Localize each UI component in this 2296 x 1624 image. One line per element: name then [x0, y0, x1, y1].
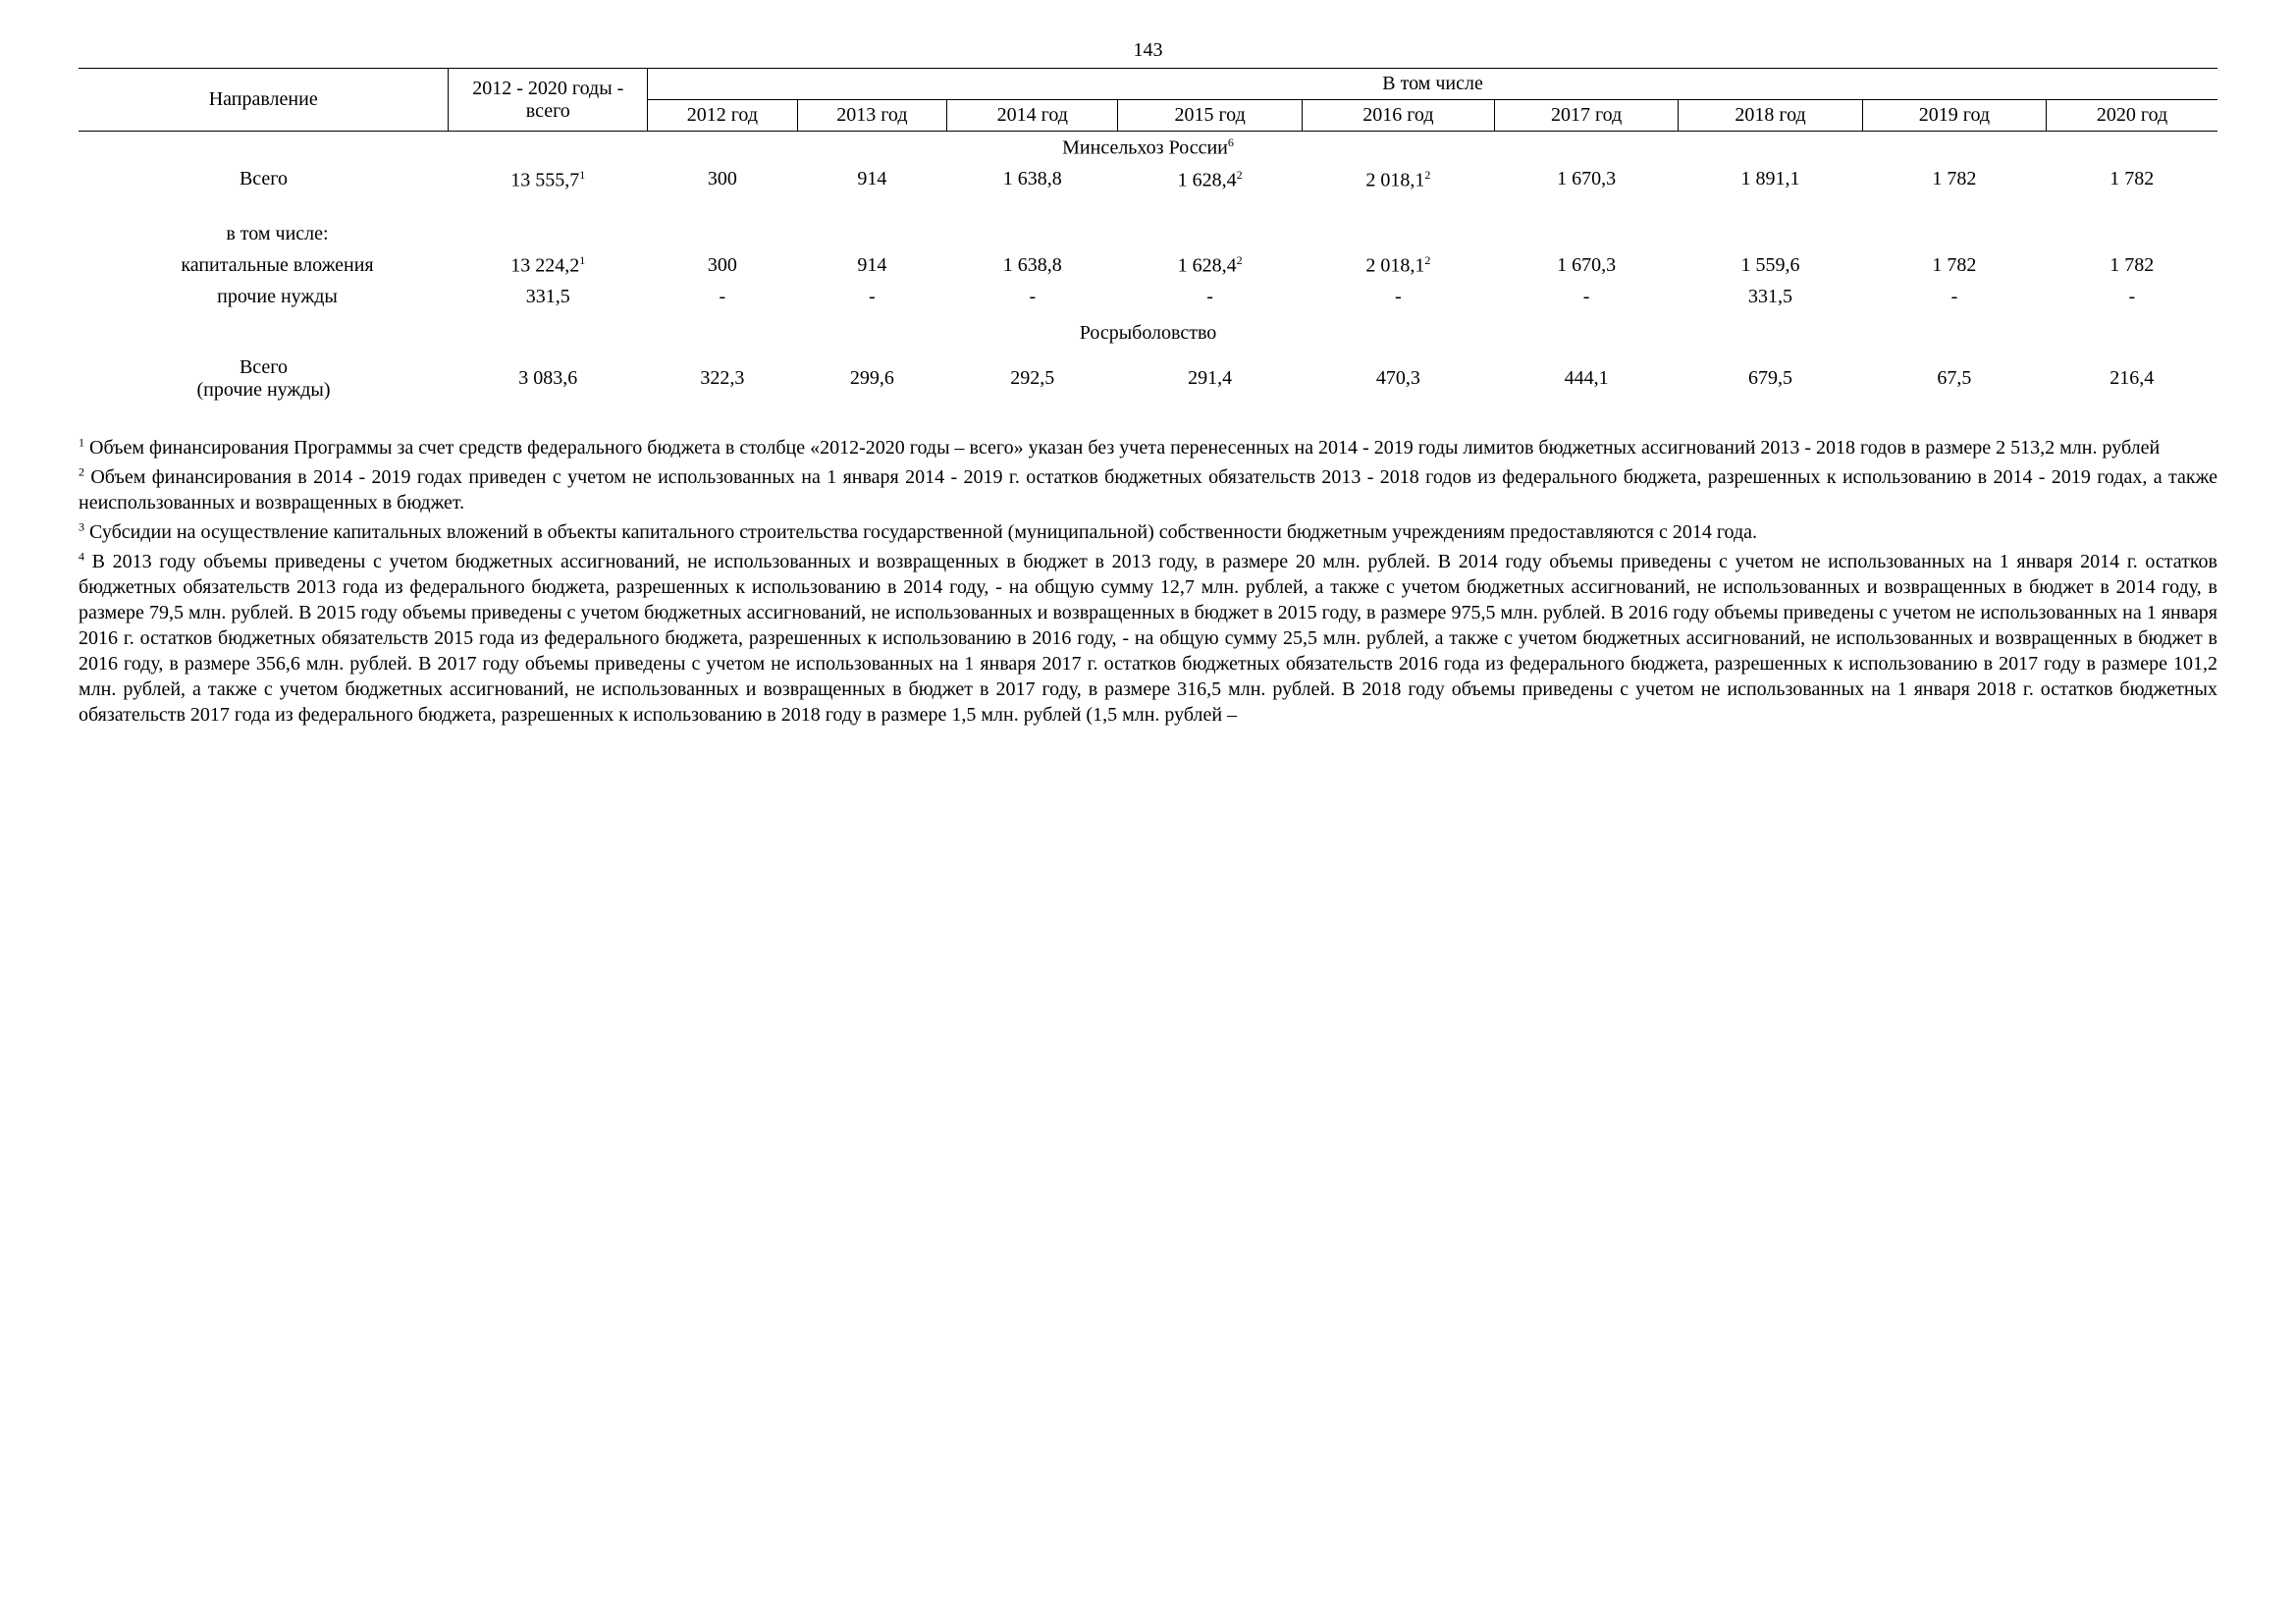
page-number: 143: [79, 39, 2217, 62]
finance-table: Направление 2012 - 2020 годы - всего В т…: [79, 68, 2217, 406]
table-cell: 2 018,12: [1302, 249, 1494, 282]
table-cell: -: [2047, 282, 2217, 312]
table-cell: 914: [797, 164, 947, 196]
table-cell: 216,4: [2047, 352, 2217, 406]
table-cell: 470,3: [1302, 352, 1494, 406]
table-cell: -: [797, 282, 947, 312]
table-cell: [2047, 219, 2217, 249]
table-row: в том числе:: [79, 219, 2217, 249]
section-title: Росрыболовство: [79, 312, 2217, 352]
table-cell: [1862, 219, 2046, 249]
table-row: прочие нужды331,5------331,5--: [79, 282, 2217, 312]
table-cell: 13 224,21: [449, 249, 648, 282]
table-cell: 300: [648, 164, 798, 196]
table-cell: -: [947, 282, 1118, 312]
table-cell: -: [648, 282, 798, 312]
table-cell: [797, 219, 947, 249]
row-label: в том числе:: [79, 219, 449, 249]
table-cell: -: [1862, 282, 2046, 312]
table-row: Всего13 555,713009141 638,81 628,422 018…: [79, 164, 2217, 196]
table-cell: [648, 219, 798, 249]
table-cell: 3 083,6: [449, 352, 648, 406]
row-label: Всего(прочие нужды): [79, 352, 449, 406]
table-cell: 914: [797, 249, 947, 282]
row-label: прочие нужды: [79, 282, 449, 312]
table-row: Всего(прочие нужды)3 083,6322,3299,6292,…: [79, 352, 2217, 406]
table-cell: 1 638,8: [947, 249, 1118, 282]
table-body: Минсельхоз России6Всего13 555,713009141 …: [79, 132, 2217, 406]
table-cell: 1 628,42: [1118, 249, 1302, 282]
table-cell: -: [1118, 282, 1302, 312]
table-cell: [1118, 219, 1302, 249]
th-year: 2019 год: [1862, 100, 2046, 132]
th-total: 2012 - 2020 годы - всего: [449, 69, 648, 132]
table-cell: 13 555,71: [449, 164, 648, 196]
th-year: 2020 год: [2047, 100, 2217, 132]
footnote: 2 Объем финансирования в 2014 - 2019 год…: [79, 464, 2217, 515]
table-cell: 1 782: [2047, 249, 2217, 282]
table-cell: 1 891,1: [1679, 164, 1862, 196]
table-cell: -: [1494, 282, 1678, 312]
table-cell: [1494, 219, 1678, 249]
table-cell: 67,5: [1862, 352, 2046, 406]
th-year: 2017 год: [1494, 100, 1678, 132]
table-cell: 331,5: [1679, 282, 1862, 312]
table-cell: 1 782: [2047, 164, 2217, 196]
table-cell: 291,4: [1118, 352, 1302, 406]
row-label: Всего: [79, 164, 449, 196]
table-cell: [1679, 219, 1862, 249]
table-cell: 679,5: [1679, 352, 1862, 406]
table-cell: 300: [648, 249, 798, 282]
table-cell: 292,5: [947, 352, 1118, 406]
th-year: 2012 год: [648, 100, 798, 132]
th-year: 2016 год: [1302, 100, 1494, 132]
table-cell: 299,6: [797, 352, 947, 406]
table-cell: 1 782: [1862, 164, 2046, 196]
table-cell: [1302, 219, 1494, 249]
table-cell: 1 670,3: [1494, 164, 1678, 196]
th-year: 2013 год: [797, 100, 947, 132]
th-year: 2018 год: [1679, 100, 1862, 132]
table-cell: 1 670,3: [1494, 249, 1678, 282]
footnote: 1 Объем финансирования Программы за счет…: [79, 435, 2217, 460]
table-cell: 1 638,8: [947, 164, 1118, 196]
table-cell: 331,5: [449, 282, 648, 312]
table-cell: 444,1: [1494, 352, 1678, 406]
table-cell: 1 782: [1862, 249, 2046, 282]
table-cell: [449, 219, 648, 249]
footnotes: 1 Объем финансирования Программы за счет…: [79, 435, 2217, 728]
table-header: Направление 2012 - 2020 годы - всего В т…: [79, 69, 2217, 132]
th-year: 2015 год: [1118, 100, 1302, 132]
th-group: В том числе: [648, 69, 2217, 100]
th-year: 2014 год: [947, 100, 1118, 132]
table-cell: 1 628,42: [1118, 164, 1302, 196]
section-title: Минсельхоз России6: [79, 132, 2217, 164]
footnote: 3 Субсидии на осуществление капитальных …: [79, 519, 2217, 545]
table-cell: 2 018,12: [1302, 164, 1494, 196]
table-row: капитальные вложения13 224,213009141 638…: [79, 249, 2217, 282]
table-cell: 322,3: [648, 352, 798, 406]
th-direction: Направление: [79, 69, 449, 132]
table-cell: -: [1302, 282, 1494, 312]
footnote: 4 В 2013 году объемы приведены с учетом …: [79, 549, 2217, 728]
row-label: капитальные вложения: [79, 249, 449, 282]
table-cell: 1 559,6: [1679, 249, 1862, 282]
table-cell: [947, 219, 1118, 249]
